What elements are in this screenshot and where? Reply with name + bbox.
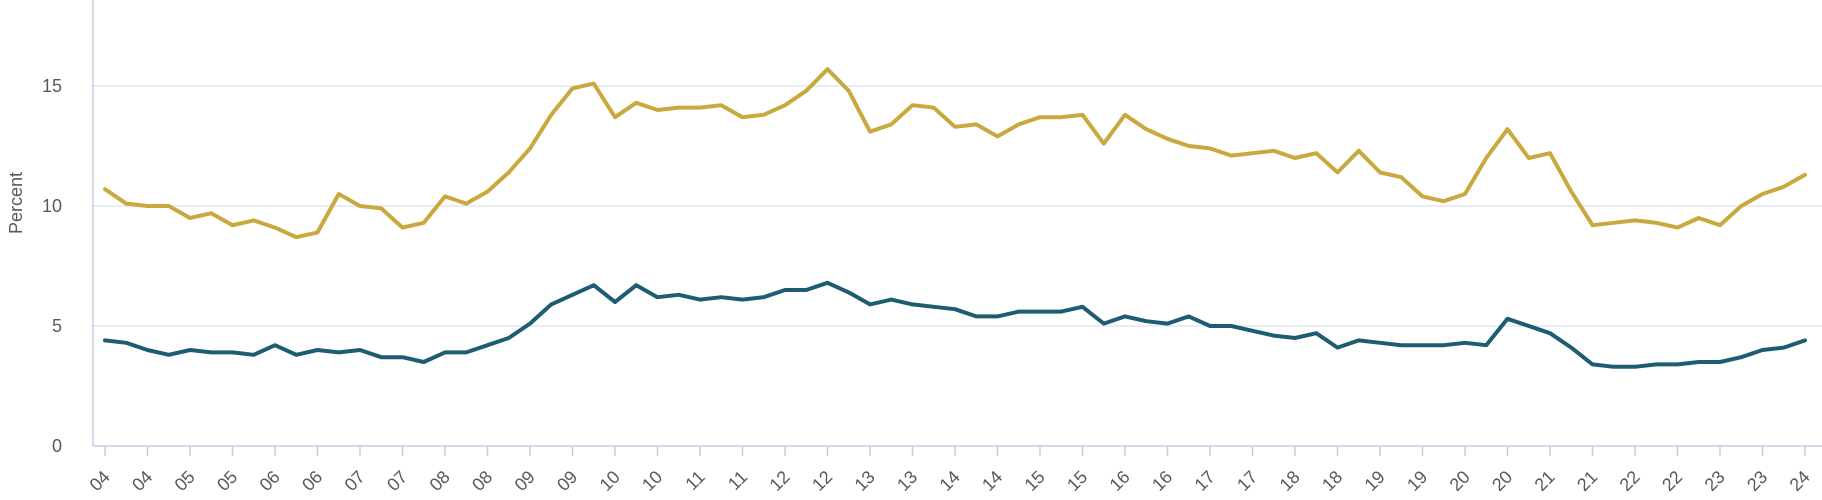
- axes: [92, 0, 1822, 447]
- x-tick-label: 23: [1701, 467, 1729, 495]
- x-tick-label: 17: [1233, 467, 1261, 495]
- series-line-1: [103, 67, 1807, 240]
- x-tick-label: 21: [1573, 467, 1601, 495]
- x-tick-label: 11: [681, 467, 708, 494]
- series-line-2: [103, 280, 1807, 369]
- x-tick-label: 15: [1021, 467, 1049, 495]
- x-tick-label: 08: [426, 467, 454, 495]
- x-tick-label: 20: [1488, 467, 1516, 495]
- y-tick-label: 0: [52, 436, 62, 456]
- x-tick-label: 05: [213, 467, 241, 495]
- x-tick-label: 18: [1276, 467, 1304, 495]
- x-tick-label: 08: [468, 467, 496, 495]
- gridlines: [93, 85, 1822, 327]
- y-axis-title: Percent: [6, 172, 26, 234]
- x-tick-label: 19: [1361, 467, 1389, 495]
- x-tick-label: 16: [1106, 467, 1134, 495]
- x-tick-label: 23: [1743, 467, 1771, 495]
- x-tick-label: 17: [1191, 467, 1219, 495]
- x-tick-label: 13: [893, 467, 921, 495]
- x-tick-label: 18: [1318, 467, 1346, 495]
- y-tick-label: 10: [42, 196, 62, 216]
- x-tick-label: 13: [851, 467, 879, 495]
- x-tick-label: 24: [1786, 467, 1814, 495]
- x-tick-label: 15: [1063, 467, 1091, 495]
- x-tick-label: 04: [128, 467, 156, 495]
- y-tick-labels: 0 5 10 15: [42, 76, 62, 456]
- x-tick-label: 06: [298, 467, 326, 495]
- x-tick-label: 22: [1658, 467, 1686, 495]
- x-tick-label: 06: [256, 467, 284, 495]
- x-tick-label: 07: [341, 467, 369, 495]
- x-tick-label: 04: [86, 467, 114, 495]
- series-lines: [103, 67, 1807, 369]
- x-tick-label: 14: [936, 467, 964, 495]
- x-tick-label: 12: [808, 467, 836, 495]
- x-tick-label: 12: [766, 467, 794, 495]
- x-tick-label: 11: [724, 467, 751, 494]
- x-tick-label: 14: [978, 467, 1006, 495]
- x-tick-label: 20: [1446, 467, 1474, 495]
- x-tick-label: 19: [1403, 467, 1431, 495]
- x-tick-label: 05: [171, 467, 199, 495]
- x-tick-label: 09: [511, 467, 539, 495]
- x-tick-label: 21: [1531, 467, 1559, 495]
- x-tick-label: 07: [383, 467, 411, 495]
- x-tick-label: 16: [1148, 467, 1176, 495]
- x-tick-label: 09: [553, 467, 581, 495]
- x-tick-label: 22: [1616, 467, 1644, 495]
- y-tick-label: 15: [42, 76, 62, 96]
- x-tick-labels: 04 04 05 05 06 06 07 07 08 08 09 09 10 10 11 11 12 12 13 13…: [86, 446, 1814, 495]
- x-tick-label: 10: [596, 467, 624, 495]
- x-tick-label: 10: [638, 467, 666, 495]
- y-tick-label: 5: [52, 316, 62, 336]
